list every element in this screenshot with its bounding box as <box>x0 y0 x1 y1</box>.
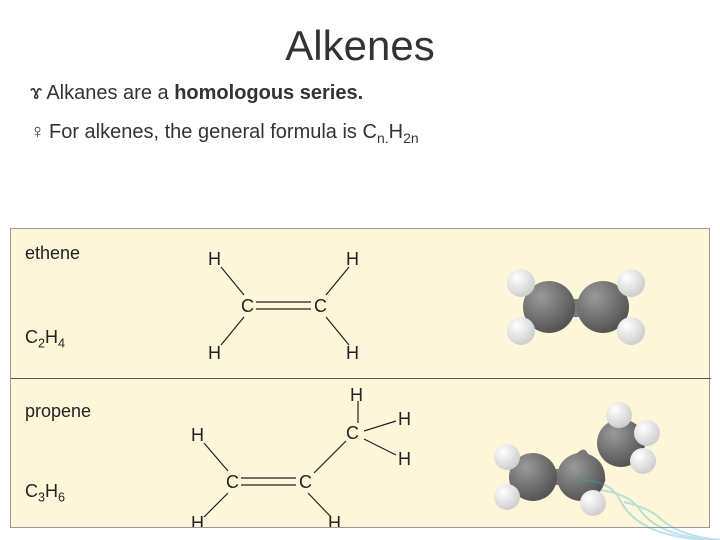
bullet-text-part: H <box>389 121 403 143</box>
molecule-formula: C3H6 <box>25 481 65 505</box>
svg-text:H: H <box>208 343 221 363</box>
bullet-text-bold: homologous series. <box>174 82 363 104</box>
formula-sub: 2 <box>38 337 45 351</box>
slide-title: Alkenes <box>0 0 720 82</box>
svg-text:C: C <box>226 472 239 492</box>
formula-part: C <box>25 327 38 347</box>
formula-sub: 4 <box>58 337 65 351</box>
bullet-text: For alkenes, the general formula is Cn.H… <box>49 121 419 146</box>
bullet-glyph-icon: ɤ <box>30 82 42 105</box>
formula-part: H <box>45 327 58 347</box>
bullet-text-part: For alkenes, the general formula is C <box>49 121 377 143</box>
svg-text:C: C <box>346 423 359 443</box>
bullet-text-part: Alkanes are a <box>46 82 174 104</box>
svg-text:C: C <box>299 472 312 492</box>
svg-text:H: H <box>346 343 359 363</box>
formula-sub: 3 <box>38 491 45 505</box>
bullet-text: Alkanes are a homologous series. <box>46 82 363 105</box>
bullet-glyph-icon: ♀ <box>30 121 45 144</box>
svg-text:H: H <box>191 425 204 445</box>
svg-text:H: H <box>398 449 411 469</box>
corner-decoration-icon <box>580 450 720 540</box>
space-filling-model-ethene <box>471 249 681 364</box>
bullet-sub: n. <box>377 130 389 146</box>
svg-text:H: H <box>346 249 359 269</box>
molecule-name: propene <box>25 401 91 422</box>
bullet-item: ɤ Alkanes are a homologous series. <box>30 82 690 105</box>
svg-text:H: H <box>350 385 363 405</box>
structural-formula-propene: C C H H H C H H H <box>146 383 436 527</box>
bullet-list: ɤ Alkanes are a homologous series. ♀ For… <box>0 82 720 146</box>
formula-part: H <box>45 481 58 501</box>
formula-part: C <box>25 481 38 501</box>
structural-formula-ethene: C C H H H H <box>166 237 396 371</box>
bullet-sub: 2n <box>403 130 419 146</box>
svg-text:C: C <box>314 296 327 316</box>
molecule-formula: C2H4 <box>25 327 65 351</box>
molecule-name: ethene <box>25 243 80 264</box>
svg-text:H: H <box>208 249 221 269</box>
svg-text:H: H <box>398 409 411 429</box>
molecule-row-ethene: ethene C2H4 C C H H H H <box>11 229 709 379</box>
svg-text:H: H <box>191 513 204 527</box>
svg-text:C: C <box>241 296 254 316</box>
formula-sub: 6 <box>58 491 65 505</box>
svg-text:H: H <box>328 513 341 527</box>
bullet-item: ♀ For alkenes, the general formula is Cn… <box>30 121 690 146</box>
